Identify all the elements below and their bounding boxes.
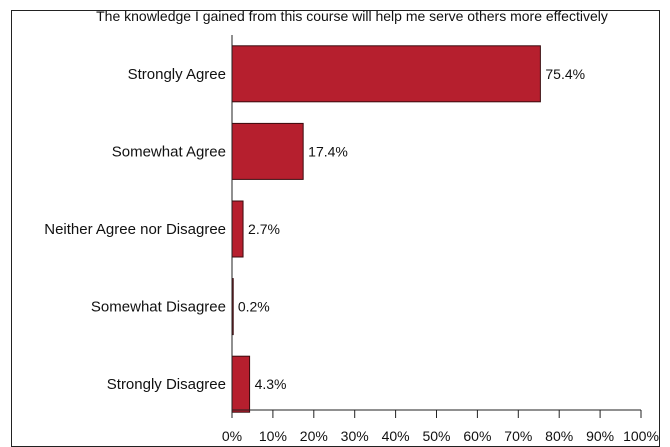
chart-title: The knowledge I gained from this course … xyxy=(96,8,608,24)
data-label: 4.3% xyxy=(255,376,287,392)
x-tick-label: 30% xyxy=(341,428,369,444)
data-label: 75.4% xyxy=(545,66,585,82)
bar-strongly-agree xyxy=(231,45,541,103)
bars-group xyxy=(231,45,541,413)
category-label: Somewhat Agree xyxy=(112,143,226,160)
data-label: 2.7% xyxy=(248,221,280,237)
x-tick-label: 40% xyxy=(382,428,410,444)
category-labels: Strongly Agree Somewhat Agree Neither Agre… xyxy=(44,66,226,393)
category-label: Strongly Agree xyxy=(128,66,226,83)
category-label: Somewhat Disagree xyxy=(91,299,226,316)
x-tick-label: 70% xyxy=(504,428,532,444)
data-label: 17.4% xyxy=(308,143,348,159)
bar-somewhat-agree xyxy=(231,122,304,180)
x-tick-label: 10% xyxy=(259,428,287,444)
x-tick-label: 60% xyxy=(463,428,491,444)
x-tick-label: 90% xyxy=(586,428,614,444)
value-labels: 75.4% 17.4% 2.7% 0.2% 4.3% xyxy=(238,66,585,392)
x-tick-label: 100% xyxy=(623,428,659,444)
x-ticks: 0% 10% 20% 30% 40% 50% 60% 70% 80% 90% 100% xyxy=(222,410,659,444)
x-tick-label: 50% xyxy=(422,428,450,444)
x-tick-label: 80% xyxy=(545,428,573,444)
bar-strongly-disagree xyxy=(231,355,251,413)
data-label: 0.2% xyxy=(238,299,270,315)
x-tick-label: 20% xyxy=(300,428,328,444)
x-tick-label: 0% xyxy=(222,428,242,444)
category-label: Strongly Disagree xyxy=(107,376,226,393)
category-label: Neither Agree nor Disagree xyxy=(44,221,226,238)
bar-neither-agree-nor-disagree xyxy=(231,200,244,258)
